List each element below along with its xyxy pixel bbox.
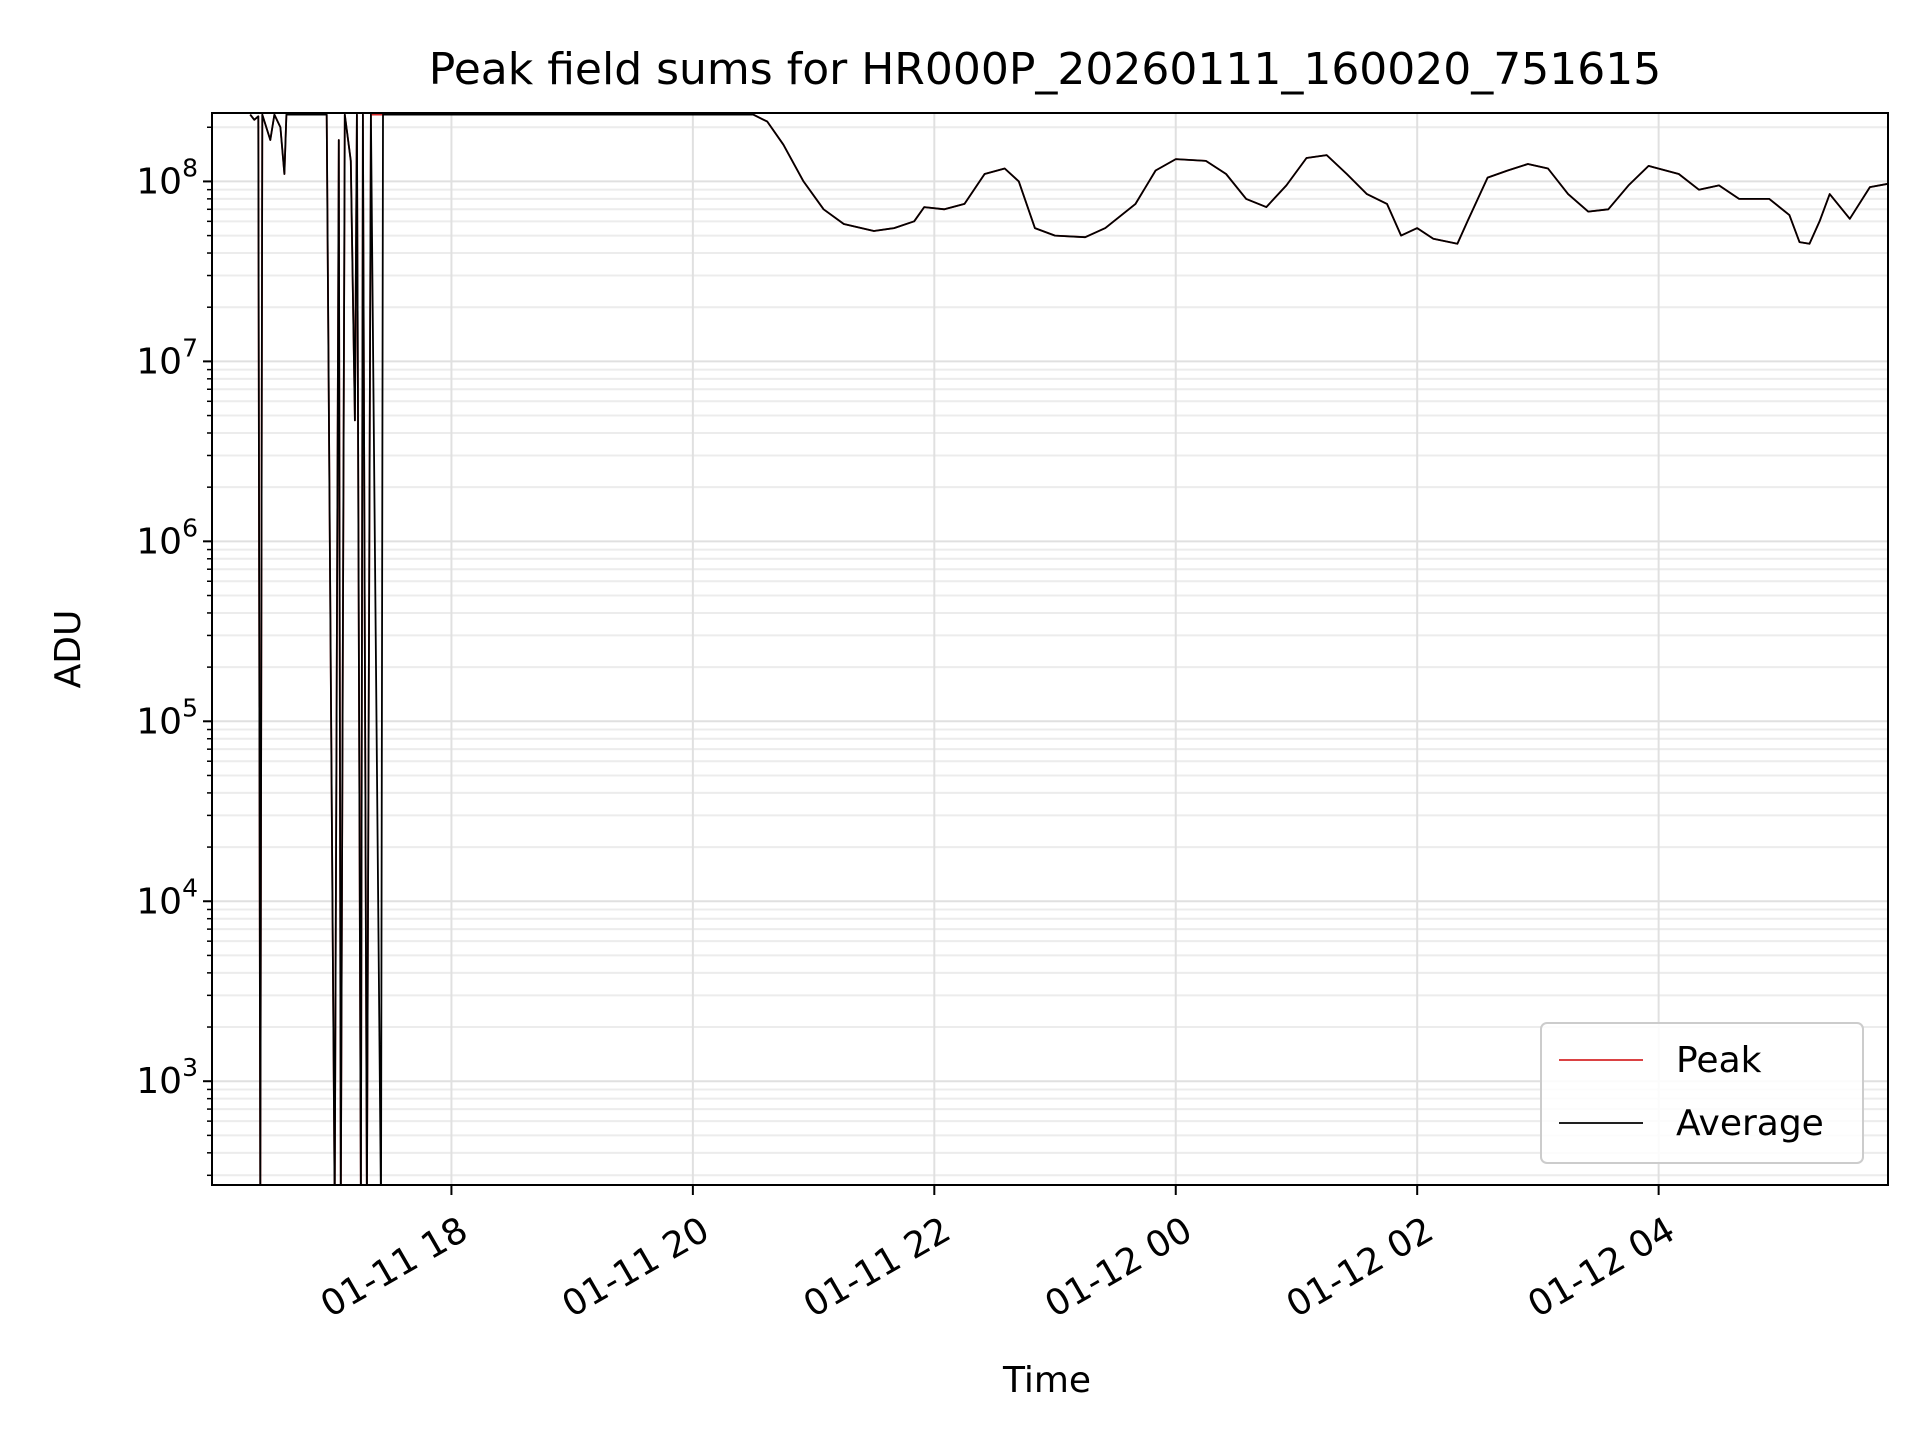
legend-label-average: Average bbox=[1676, 1103, 1824, 1144]
series-layer bbox=[249, 113, 1888, 1185]
y-tick-label: 105 bbox=[136, 693, 198, 742]
y-tick-label: 108 bbox=[136, 153, 198, 202]
y-axis: 103 104 105 106 107 108 bbox=[136, 126, 212, 1177]
legend: Peak Average bbox=[1540, 1022, 1864, 1164]
y-tick-label: 103 bbox=[136, 1053, 198, 1102]
series-line-average bbox=[249, 113, 1888, 1185]
y-tick-label: 107 bbox=[136, 333, 198, 382]
y-tick-label: 104 bbox=[136, 873, 198, 922]
grid bbox=[212, 113, 1888, 1185]
plot-frame bbox=[211, 112, 1889, 1186]
legend-label-peak: Peak bbox=[1676, 1040, 1762, 1081]
y-tick-label: 106 bbox=[136, 513, 198, 562]
chart-title: Peak field sums for HR000P_20260111_1600… bbox=[429, 44, 1662, 95]
legend-box bbox=[1540, 1022, 1864, 1164]
y-axis-label: ADU bbox=[48, 610, 89, 689]
x-axis-label: Time bbox=[1002, 1360, 1091, 1401]
